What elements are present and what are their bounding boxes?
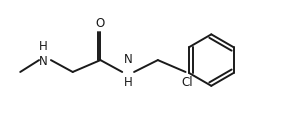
Text: H: H <box>39 40 47 53</box>
Text: O: O <box>96 17 105 30</box>
Text: N: N <box>39 55 47 68</box>
Text: Cl: Cl <box>181 76 193 89</box>
Text: N: N <box>124 53 133 66</box>
Text: H: H <box>124 76 133 89</box>
